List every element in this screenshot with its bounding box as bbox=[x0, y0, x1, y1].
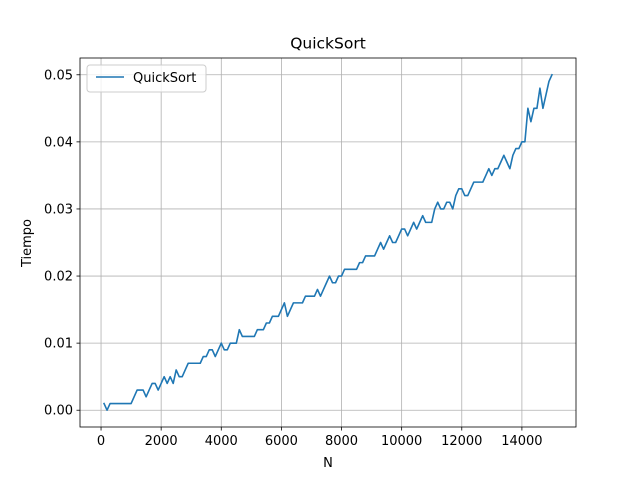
x-tick-label: 14000 bbox=[501, 434, 542, 449]
x-tick-label: 10000 bbox=[381, 434, 422, 449]
x-axis-label: N bbox=[323, 456, 333, 471]
plot-frame bbox=[79, 57, 577, 428]
y-axis: 0.00 0.01 0.02 0.03 0.04 0.05 bbox=[44, 68, 80, 419]
legend-frame bbox=[86, 64, 207, 93]
x-tick-label: 0 bbox=[97, 434, 105, 449]
x-tick-label: 6000 bbox=[265, 434, 298, 449]
y-tick-label: 0.05 bbox=[44, 68, 73, 83]
y-tick-label: 0.02 bbox=[44, 270, 73, 285]
x-tick-label: 12000 bbox=[441, 434, 482, 449]
x-axis: 0 2000 4000 6000 8000 10000 12000 14000 bbox=[97, 427, 543, 449]
legend: QuickSort bbox=[86, 64, 207, 93]
x-tick-label: 4000 bbox=[205, 434, 238, 449]
series-line-quicksort bbox=[102, 73, 554, 412]
x-tick-label: 2000 bbox=[145, 434, 178, 449]
y-tick-label: 0.04 bbox=[44, 135, 73, 150]
y-tick-label: 0.00 bbox=[44, 404, 73, 419]
grid bbox=[80, 58, 576, 427]
y-axis-label: Tiempo bbox=[20, 219, 35, 268]
series-group bbox=[102, 73, 554, 412]
x-tick-label: 8000 bbox=[325, 434, 358, 449]
plot-area bbox=[80, 58, 576, 427]
y-tick-label: 0.03 bbox=[44, 202, 73, 217]
legend-label-quicksort: QuickSort bbox=[133, 71, 196, 86]
chart-title: QuickSort bbox=[290, 35, 366, 53]
y-tick-label: 0.01 bbox=[44, 337, 73, 352]
